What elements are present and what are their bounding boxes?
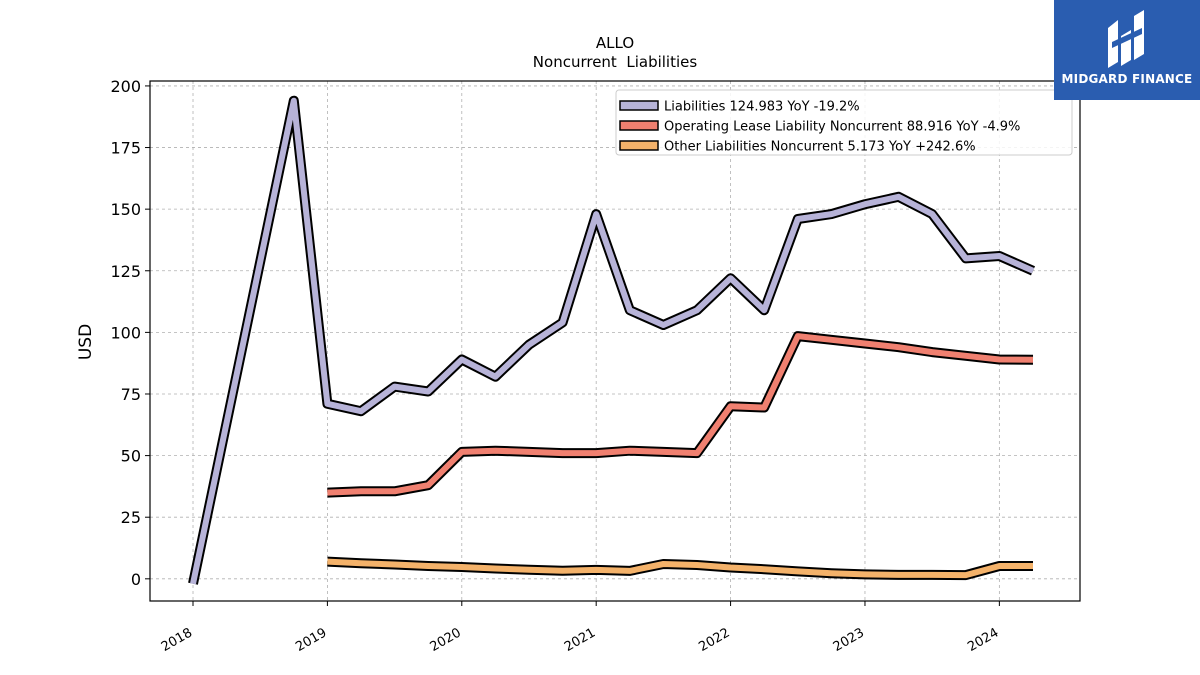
y-tick-label: 100 bbox=[110, 323, 141, 342]
series-line-1 bbox=[327, 333, 1034, 496]
series-outline-1 bbox=[327, 331, 1034, 498]
y-tick-label: 150 bbox=[110, 200, 141, 219]
x-tick-label: 2018 bbox=[159, 625, 195, 655]
y-tick-label: 50 bbox=[121, 447, 141, 466]
plot-frame bbox=[149, 80, 1081, 602]
y-axis-label: USD bbox=[76, 324, 96, 360]
chart-subtitle: Noncurrent Liabilities bbox=[533, 53, 698, 71]
legend-label-1: Operating Lease Liability Noncurrent 88.… bbox=[664, 120, 1020, 135]
chart-title: ALLO bbox=[596, 34, 634, 52]
legend-box bbox=[615, 89, 1073, 156]
legend-label-0: Liabilities 124.983 YoY -19.2% bbox=[664, 100, 860, 115]
legend-label-2: Other Liabilities Noncurrent 5.173 YoY +… bbox=[664, 140, 976, 155]
midgard-finance-logo: MIDGARD FINANCE bbox=[1054, 0, 1200, 100]
y-tick-label: 125 bbox=[110, 262, 141, 281]
y-ticks: 0 25 50 75 100 125 150 175 200 bbox=[110, 77, 150, 589]
x-tick-label: 2021 bbox=[562, 625, 598, 655]
legend-swatch-1 bbox=[619, 120, 659, 131]
logo-mark-icon bbox=[1108, 10, 1144, 68]
x-tick-label: 2020 bbox=[428, 625, 464, 655]
logo-text: MIDGARD FINANCE bbox=[1061, 72, 1193, 86]
legend-swatch-2 bbox=[619, 140, 659, 151]
y-tick-label: 25 bbox=[121, 508, 141, 527]
y-tick-label: 0 bbox=[131, 570, 141, 589]
grid bbox=[150, 81, 1080, 601]
y-tick-label: 200 bbox=[110, 77, 141, 96]
x-ticks: 2018 2019 2020 2021 2022 2023 2024 bbox=[159, 601, 1001, 655]
y-tick-label: 75 bbox=[121, 385, 141, 404]
x-tick-label: 2022 bbox=[696, 625, 732, 655]
series-line-2 bbox=[327, 558, 1033, 579]
series-lines bbox=[188, 95, 1036, 585]
legend: Liabilities 124.983 YoY -19.2% Operating … bbox=[615, 89, 1073, 156]
x-tick-label: 2019 bbox=[293, 625, 329, 655]
series-line-0 bbox=[190, 97, 1035, 585]
y-tick-label: 175 bbox=[110, 139, 141, 158]
x-tick-label: 2024 bbox=[965, 625, 1001, 655]
x-tick-label: 2023 bbox=[831, 625, 867, 655]
legend-swatch-0 bbox=[619, 100, 659, 111]
